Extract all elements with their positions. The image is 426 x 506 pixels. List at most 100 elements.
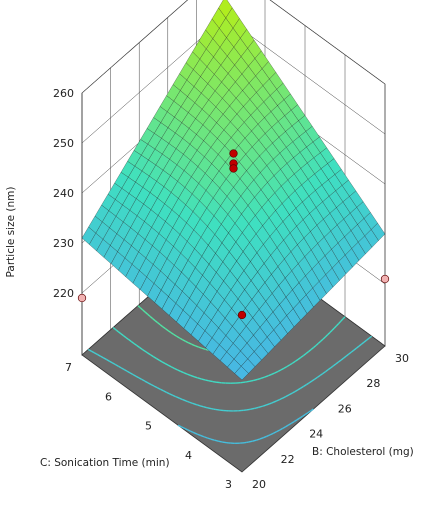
- floor-contour: [296, 417, 301, 421]
- floor-contour: [199, 405, 204, 408]
- floor-contour: [348, 351, 352, 355]
- floor-contour: [116, 329, 119, 333]
- floor-contour: [90, 350, 95, 354]
- floor-contour: [193, 375, 198, 379]
- floor-contour: [294, 389, 299, 393]
- floor-contour: [193, 432, 198, 435]
- floor-contour: [177, 424, 182, 428]
- design-points: [77, 149, 390, 320]
- floor-contour: [111, 362, 116, 366]
- floor-contour: [150, 383, 155, 387]
- floor-contour: [161, 361, 166, 365]
- floor-contour: [153, 385, 158, 389]
- floor-contour: [280, 397, 284, 400]
- floor-contour: [201, 347, 206, 351]
- floor-contour: [205, 379, 210, 382]
- floor-contour: [182, 398, 187, 402]
- floor-contour: [108, 360, 113, 364]
- floor-contour: [297, 387, 302, 391]
- floor-contour: [325, 369, 329, 373]
- z-tick-label: 250: [53, 137, 74, 150]
- floor-contour: [164, 362, 169, 366]
- floor-contour: [175, 396, 180, 399]
- floor-contour: [331, 327, 335, 331]
- floor-contour: [152, 356, 157, 359]
- floor-contour: [163, 390, 167, 393]
- floor-contour: [117, 331, 122, 335]
- floor-contour: [277, 369, 282, 372]
- floor-contour: [269, 432, 274, 436]
- floor-contour: [363, 339, 368, 343]
- floor-contour: [271, 401, 274, 404]
- floor-contour: [179, 397, 183, 401]
- floor-contour: [207, 437, 212, 440]
- floor-contour: [166, 391, 170, 395]
- floor-contour: [276, 398, 280, 402]
- floor-contour: [99, 355, 104, 359]
- floor-contour: [265, 403, 270, 406]
- floor-contour: [154, 320, 159, 324]
- floor-contour: [115, 329, 117, 331]
- floor-contour: [165, 328, 169, 332]
- floor-contour: [183, 372, 187, 375]
- floor-contour: [130, 341, 135, 345]
- floor-contour: [144, 311, 149, 315]
- floor-contour: [368, 335, 373, 339]
- floor-contour: [331, 365, 334, 368]
- design-point: [229, 149, 238, 158]
- floor-contour: [95, 353, 98, 356]
- floor-contour: [256, 438, 261, 441]
- floor-contour: [187, 429, 191, 432]
- floor-contour: [112, 327, 117, 331]
- floor-contour: [266, 434, 270, 437]
- floor-contour: [186, 373, 191, 377]
- floor-contour: [291, 362, 294, 365]
- floor-contour: [271, 372, 276, 376]
- floor-contour: [322, 336, 326, 340]
- z-axis-title: Particle size (nm): [5, 187, 17, 278]
- design-point: [77, 293, 87, 303]
- floor-contour: [292, 390, 296, 394]
- floor-contour: [288, 392, 293, 396]
- floor-contour: [125, 337, 130, 341]
- floor-contour: [345, 353, 350, 357]
- design-point: [229, 164, 238, 173]
- floor-contour: [93, 352, 97, 355]
- floor-contour: [190, 374, 195, 378]
- floor-contour: [137, 305, 141, 309]
- floor-contour: [155, 357, 160, 361]
- floor-contour: [173, 367, 178, 371]
- floor-contour: [264, 375, 269, 378]
- floor-contour: [269, 402, 272, 405]
- design-point: [237, 310, 247, 320]
- floor-contour: [215, 408, 220, 411]
- floor-contour: [282, 426, 286, 430]
- floor-contour: [182, 339, 186, 342]
- floor-contour: [210, 438, 215, 441]
- floor-contour: [180, 370, 185, 374]
- floor-contour: [201, 378, 206, 381]
- floor-contour: [132, 373, 137, 377]
- floor-contour: [105, 358, 110, 362]
- floor-contour: [315, 342, 319, 346]
- floor-contour: [340, 318, 344, 322]
- floor-contour: [141, 378, 146, 382]
- floor-contour: [267, 373, 272, 377]
- floor-contour: [187, 400, 190, 403]
- floor-contour: [310, 408, 314, 412]
- floor-contour: [189, 401, 194, 405]
- floor-contour: [222, 441, 227, 444]
- x-tick-label: 30: [395, 352, 409, 365]
- floor-contour: [118, 365, 122, 369]
- floor-contour: [311, 378, 316, 382]
- floor-contour: [147, 313, 151, 317]
- floor-contour: [198, 346, 203, 349]
- floor-contour: [252, 439, 257, 442]
- x-tick-label: 22: [281, 453, 295, 466]
- floor-contour: [128, 339, 132, 343]
- floor-contour: [87, 348, 92, 352]
- floor-contour: [147, 352, 151, 356]
- floor-contour: [300, 354, 304, 359]
- floor-contour: [197, 377, 202, 380]
- floor-contour: [191, 343, 196, 347]
